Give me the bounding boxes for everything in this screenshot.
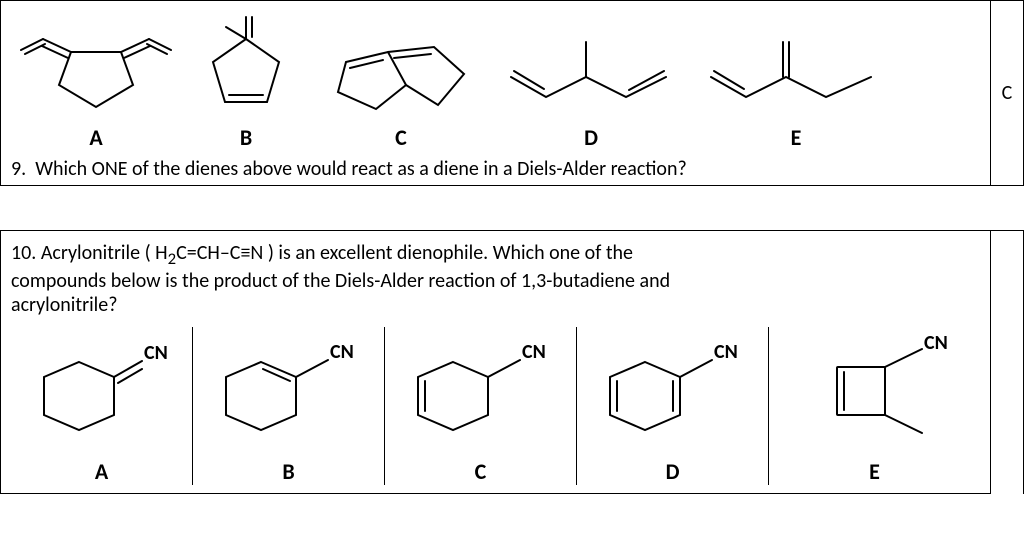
q9-label-c: C — [395, 124, 407, 151]
q10-mol-c-svg: CN — [398, 327, 563, 452]
q9-question-text: 9. Which ONE of the dienes above would r… — [11, 157, 980, 181]
q9-main-cell: A — [1, 1, 991, 186]
q9-mol-b-svg — [191, 7, 301, 122]
q9-mol-d: D — [491, 27, 691, 151]
q10-d-cn: CN — [714, 340, 738, 364]
q10-a-cn: CN — [144, 341, 168, 365]
spacer-row — [1, 186, 1024, 231]
q9-label-b: B — [240, 124, 252, 151]
q10-img-cell: CN A CN — [1, 323, 991, 494]
q9-side-label: C — [1002, 81, 1013, 105]
q10-line3: acrylonitrile? — [11, 293, 980, 317]
q10-text-1a: Acrylonitrile ( H — [41, 241, 168, 265]
q9-mol-c-svg — [316, 27, 486, 122]
q10-sub: 2 — [168, 249, 176, 269]
q9-text: Which ONE of the dienes above would reac… — [35, 157, 687, 181]
q10-side-cell — [991, 231, 1024, 494]
q10-line1: 10. Acrylonitrile ( H2C=CH–C≡N ) is an e… — [11, 241, 980, 269]
q10-text-cell: 10. Acrylonitrile ( H2C=CH–C≡N ) is an e… — [1, 231, 991, 324]
q10-mol-c: CN C — [384, 327, 576, 485]
q9-mol-a-svg — [11, 27, 181, 122]
q10-label-e: E — [869, 458, 880, 485]
q10-line2: compounds below is the product of the Di… — [11, 269, 980, 293]
q9-mol-b: B — [181, 7, 311, 151]
q9-mol-c: C — [311, 27, 491, 151]
q10-e-cn: CN — [924, 331, 948, 355]
q10-label-c: C — [475, 458, 487, 485]
q10-label-d: D — [666, 458, 680, 485]
q10-mol-e: CN E — [768, 327, 980, 485]
q10-label-b: B — [282, 458, 294, 485]
q9-label-d: D — [584, 124, 598, 151]
q9-label-a: A — [89, 124, 102, 151]
q10-mol-a: CN A — [11, 327, 192, 485]
q9-label-e: E — [791, 124, 802, 151]
q9-molecule-row: A — [11, 7, 980, 151]
q10-b-cn: CN — [330, 340, 354, 364]
q9-mol-d-svg — [496, 27, 686, 122]
q10-mol-e-svg: CN — [782, 327, 967, 452]
q10-molecule-row: CN A CN — [11, 327, 980, 485]
q10-mol-a-svg: CN — [24, 327, 179, 452]
q10-mol-b-svg: CN — [206, 327, 371, 452]
q9-mol-e-svg — [696, 27, 896, 122]
q9-side-cell: C — [991, 1, 1024, 186]
q10-mol-d-svg: CN — [590, 327, 755, 452]
q10-c-cn: CN — [522, 340, 546, 364]
q9-number: 9. — [11, 157, 26, 181]
q9-row: A — [1, 1, 1024, 186]
q9-mol-e: E — [691, 27, 901, 151]
q10-mol-b: CN B — [192, 327, 384, 485]
q10-number: 10. — [11, 241, 36, 265]
q10-img-row: CN A CN — [1, 323, 1024, 494]
q10-text-row: 10. Acrylonitrile ( H2C=CH–C≡N ) is an e… — [1, 231, 1024, 324]
q10-text-1b: C=CH–C≡N ) is an excellent dienophile. W… — [176, 241, 633, 265]
page-table: A — [0, 0, 1024, 494]
q10-mol-d: CN D — [576, 327, 768, 485]
q10-label-a: A — [95, 458, 108, 485]
q9-mol-a: A — [11, 27, 181, 151]
